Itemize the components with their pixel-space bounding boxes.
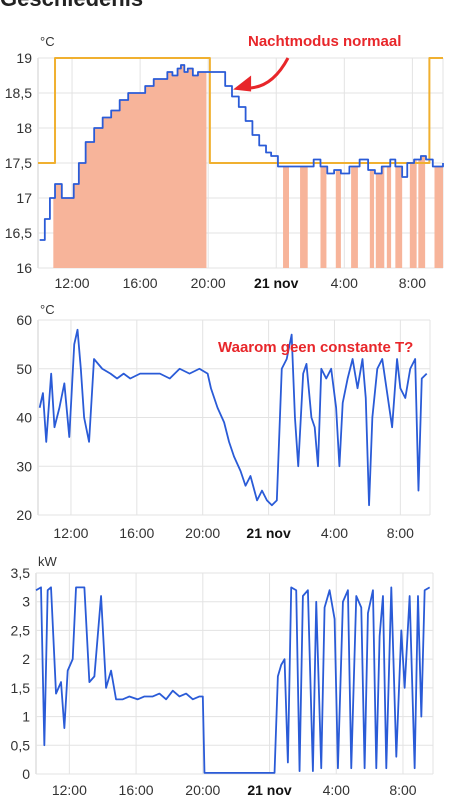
temperature-series-line <box>38 328 428 507</box>
y-tick-label: 18,5 <box>5 85 32 101</box>
heating-period-area <box>335 170 341 268</box>
y-tick-label: 30 <box>16 458 32 474</box>
y-tick-label: 0,5 <box>11 737 31 753</box>
y-tick-label: 3,5 <box>11 565 31 581</box>
heating-period-area <box>409 159 417 268</box>
y-tick-label: 3 <box>22 594 30 610</box>
page-title: Geschiedenis <box>0 0 143 12</box>
y-tick-label: 17 <box>16 190 32 206</box>
annotation-arrowhead <box>233 75 252 92</box>
indoor-temperature-chart: 16 16,5 17 17,5 18 18,5 19 12:00 16:00 20:00 21 no… <box>0 20 450 300</box>
y-tick-label: 60 <box>16 312 32 328</box>
y-tick-label: 2,5 <box>11 622 31 638</box>
heating-period-area <box>386 159 392 268</box>
y-tick-label: 1,5 <box>11 680 31 696</box>
y-tick-label: 16 <box>16 260 32 276</box>
x-tick-label: 4:00 <box>321 525 348 541</box>
y-tick-label: 17,5 <box>5 155 32 171</box>
x-tick-label: 8:00 <box>389 782 416 798</box>
y-unit-label: °C <box>40 302 55 317</box>
x-tick-label: 16:00 <box>119 782 154 798</box>
x-tick-label: 20:00 <box>185 782 220 798</box>
y-tick-label: 16,5 <box>5 225 32 241</box>
y-tick-label: 40 <box>16 410 32 426</box>
heating-period-area <box>283 166 289 268</box>
x-tick-label: 8:00 <box>399 275 426 291</box>
y-tick-label: 1 <box>22 709 30 725</box>
x-tick-label: 16:00 <box>119 525 154 541</box>
temperature-series-line <box>39 64 444 241</box>
water-temperature-chart: 20 30 40 50 60 12:00 16:00 20:00 21 nov 4:00 8:00 °… <box>0 300 450 541</box>
x-tick-label: 4:00 <box>323 782 350 798</box>
heating-period-area <box>320 166 327 268</box>
power-series-line <box>35 586 431 774</box>
indoor-temperature-plot: 16 16,5 17 17,5 18 18,5 19 12:00 16:00 20:00 21 no… <box>5 33 444 291</box>
heating-period-area <box>434 166 443 268</box>
x-tick-label: 20:00 <box>191 275 226 291</box>
y-unit-label: °C <box>40 34 55 49</box>
heating-period-area <box>395 166 403 268</box>
x-tick-label: 12:00 <box>52 782 87 798</box>
x-tick-label: 20:00 <box>185 525 220 541</box>
heating-period-area <box>351 166 358 268</box>
heating-period-area <box>418 156 426 268</box>
y-tick-label: 0 <box>22 766 30 782</box>
y-tick-label: 50 <box>16 361 32 377</box>
heating-period-area <box>53 65 207 268</box>
heating-period-area <box>369 170 375 268</box>
y-tick-label: 19 <box>16 50 32 66</box>
y-tick-label: 2 <box>22 651 30 667</box>
heating-period-area <box>375 166 385 268</box>
y-tick-label: 18 <box>16 120 32 136</box>
power-chart: 0 0,5 1 1,5 2 2,5 3 3,5 12:00 16:00 20:00 21 nov 4:0… <box>0 554 450 798</box>
x-tick-label: 12:00 <box>55 275 90 291</box>
x-tick-label: 21 nov <box>254 275 299 291</box>
heating-period-area <box>300 166 308 268</box>
x-tick-label: 8:00 <box>387 525 414 541</box>
x-tick-label: 21 nov <box>246 525 291 541</box>
x-tick-label: 16:00 <box>123 275 158 291</box>
y-tick-label: 20 <box>16 507 32 523</box>
power-plot: 0 0,5 1 1,5 2 2,5 3 3,5 12:00 16:00 20:00 21 nov 4:0… <box>11 554 434 798</box>
x-tick-label: 4:00 <box>331 275 358 291</box>
y-unit-label: kW <box>38 554 58 569</box>
x-tick-label: 12:00 <box>53 525 88 541</box>
x-tick-label: 21 nov <box>247 782 292 798</box>
annotation-text: Waarom geen constante T? <box>218 339 413 356</box>
annotation-text: Nachtmodus normaal <box>248 33 401 50</box>
setpoint-series-line <box>38 57 443 164</box>
water-temperature-plot: 20 30 40 50 60 12:00 16:00 20:00 21 nov 4:00 8:00 °… <box>16 302 431 541</box>
